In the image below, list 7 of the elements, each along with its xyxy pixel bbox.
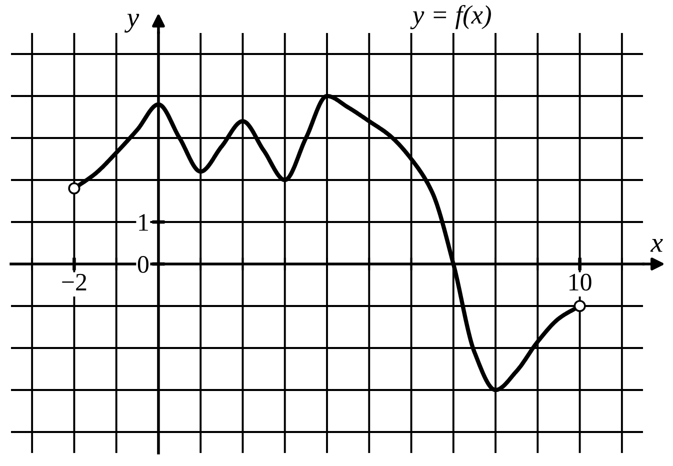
x-axis-title: x [650, 239, 663, 252]
y-tick-label: 1 [139, 214, 148, 231]
x-tick-label: 10 [570, 274, 592, 291]
x-tick-label: −2 [62, 274, 86, 290]
chart-title: y = f(x) [410, 4, 491, 30]
y-tick-label: 0 [138, 256, 148, 273]
y-axis-title: y [124, 14, 140, 33]
